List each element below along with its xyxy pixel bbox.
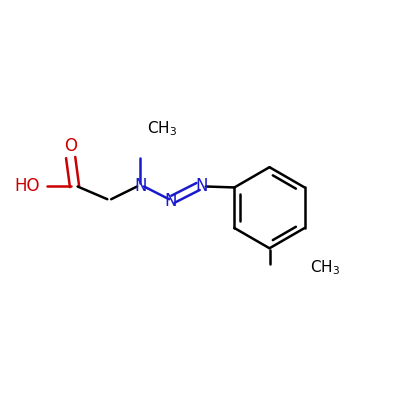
Text: N: N <box>165 192 177 210</box>
Text: N: N <box>134 178 146 196</box>
Text: N: N <box>196 178 208 196</box>
Text: CH$_3$: CH$_3$ <box>147 120 177 138</box>
Text: CH$_3$: CH$_3$ <box>310 258 340 277</box>
Text: HO: HO <box>14 178 40 196</box>
Text: O: O <box>64 137 77 155</box>
